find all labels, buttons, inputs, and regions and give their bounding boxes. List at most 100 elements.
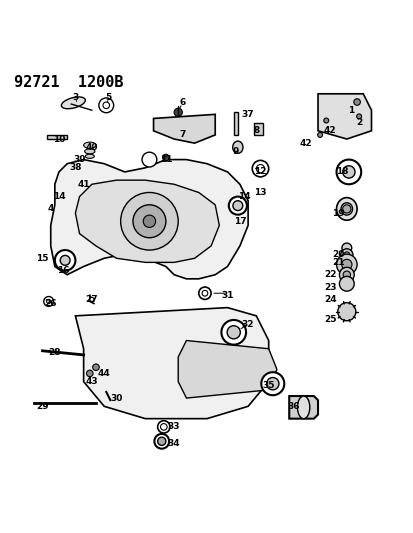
- Text: 36: 36: [286, 402, 299, 411]
- Text: 14: 14: [52, 192, 65, 201]
- Text: 11: 11: [159, 155, 172, 164]
- Text: 7: 7: [179, 131, 185, 140]
- Circle shape: [174, 108, 182, 116]
- Text: 42: 42: [299, 139, 311, 148]
- Text: 20: 20: [332, 249, 344, 259]
- Text: 27: 27: [85, 295, 98, 304]
- Circle shape: [340, 249, 352, 261]
- Circle shape: [143, 215, 155, 228]
- Polygon shape: [51, 159, 247, 279]
- Circle shape: [47, 300, 51, 303]
- Circle shape: [342, 166, 354, 178]
- Circle shape: [60, 255, 70, 265]
- Polygon shape: [178, 341, 276, 398]
- Ellipse shape: [85, 154, 94, 158]
- Polygon shape: [47, 135, 67, 139]
- Circle shape: [228, 197, 246, 215]
- Text: 43: 43: [85, 377, 98, 386]
- Text: 34: 34: [167, 439, 180, 448]
- Text: 37: 37: [241, 110, 254, 119]
- Circle shape: [86, 370, 93, 377]
- Text: 2: 2: [355, 118, 361, 127]
- Circle shape: [162, 154, 169, 161]
- Text: 14: 14: [237, 192, 250, 201]
- Text: 24: 24: [323, 295, 336, 304]
- Text: 22: 22: [323, 270, 336, 279]
- Circle shape: [157, 421, 170, 433]
- Circle shape: [337, 303, 355, 321]
- Ellipse shape: [232, 141, 242, 154]
- Polygon shape: [75, 308, 268, 418]
- Text: 92721  1200B: 92721 1200B: [14, 75, 123, 90]
- Text: 30: 30: [110, 393, 122, 402]
- Text: 32: 32: [241, 320, 254, 328]
- Polygon shape: [254, 123, 262, 135]
- Text: 41: 41: [77, 180, 90, 189]
- Circle shape: [323, 118, 328, 123]
- Circle shape: [227, 326, 240, 339]
- Ellipse shape: [61, 97, 85, 109]
- Circle shape: [44, 296, 54, 306]
- Circle shape: [99, 98, 114, 112]
- Circle shape: [154, 434, 169, 449]
- Text: 18: 18: [336, 167, 348, 176]
- Text: 35: 35: [262, 381, 274, 390]
- Text: 9: 9: [232, 147, 238, 156]
- Ellipse shape: [336, 198, 356, 220]
- Circle shape: [342, 205, 350, 213]
- Text: 38: 38: [69, 163, 81, 172]
- Text: 3: 3: [72, 93, 78, 102]
- Ellipse shape: [340, 203, 352, 215]
- Circle shape: [341, 259, 351, 270]
- Text: 6: 6: [179, 98, 185, 107]
- Circle shape: [233, 201, 242, 211]
- Text: 33: 33: [167, 422, 180, 431]
- Circle shape: [90, 297, 94, 302]
- Circle shape: [256, 165, 264, 173]
- Circle shape: [339, 268, 354, 282]
- Circle shape: [221, 320, 245, 345]
- Circle shape: [120, 192, 178, 250]
- Circle shape: [266, 377, 278, 390]
- Circle shape: [341, 243, 351, 253]
- Circle shape: [103, 102, 109, 109]
- Text: 15: 15: [36, 254, 49, 263]
- Text: 13: 13: [254, 188, 266, 197]
- Ellipse shape: [84, 149, 95, 154]
- Text: 17: 17: [233, 217, 246, 226]
- Text: 40: 40: [85, 143, 98, 152]
- Circle shape: [342, 271, 350, 278]
- Text: 39: 39: [73, 155, 85, 164]
- Circle shape: [133, 205, 166, 238]
- Circle shape: [202, 290, 207, 296]
- Ellipse shape: [297, 396, 309, 418]
- Circle shape: [339, 277, 354, 291]
- Circle shape: [353, 99, 359, 106]
- Text: 1: 1: [347, 106, 353, 115]
- Text: 42: 42: [323, 126, 336, 135]
- Circle shape: [93, 364, 99, 370]
- Text: 4: 4: [47, 205, 54, 213]
- Text: 31: 31: [221, 291, 233, 300]
- Circle shape: [317, 132, 322, 138]
- Text: 28: 28: [48, 349, 61, 357]
- Polygon shape: [289, 396, 317, 418]
- Text: 25: 25: [323, 316, 336, 325]
- Circle shape: [198, 287, 211, 300]
- Circle shape: [160, 424, 167, 430]
- Text: 12: 12: [254, 167, 266, 176]
- Circle shape: [343, 252, 349, 258]
- Circle shape: [252, 160, 268, 177]
- Polygon shape: [75, 180, 219, 262]
- Circle shape: [55, 250, 75, 271]
- Text: 26: 26: [44, 299, 57, 308]
- Ellipse shape: [83, 142, 96, 148]
- Text: 5: 5: [105, 93, 111, 102]
- Text: 23: 23: [323, 282, 336, 292]
- Circle shape: [336, 254, 356, 274]
- Circle shape: [142, 152, 157, 167]
- Polygon shape: [153, 115, 215, 143]
- Text: 21: 21: [332, 258, 344, 267]
- Polygon shape: [317, 94, 370, 139]
- Circle shape: [356, 114, 361, 119]
